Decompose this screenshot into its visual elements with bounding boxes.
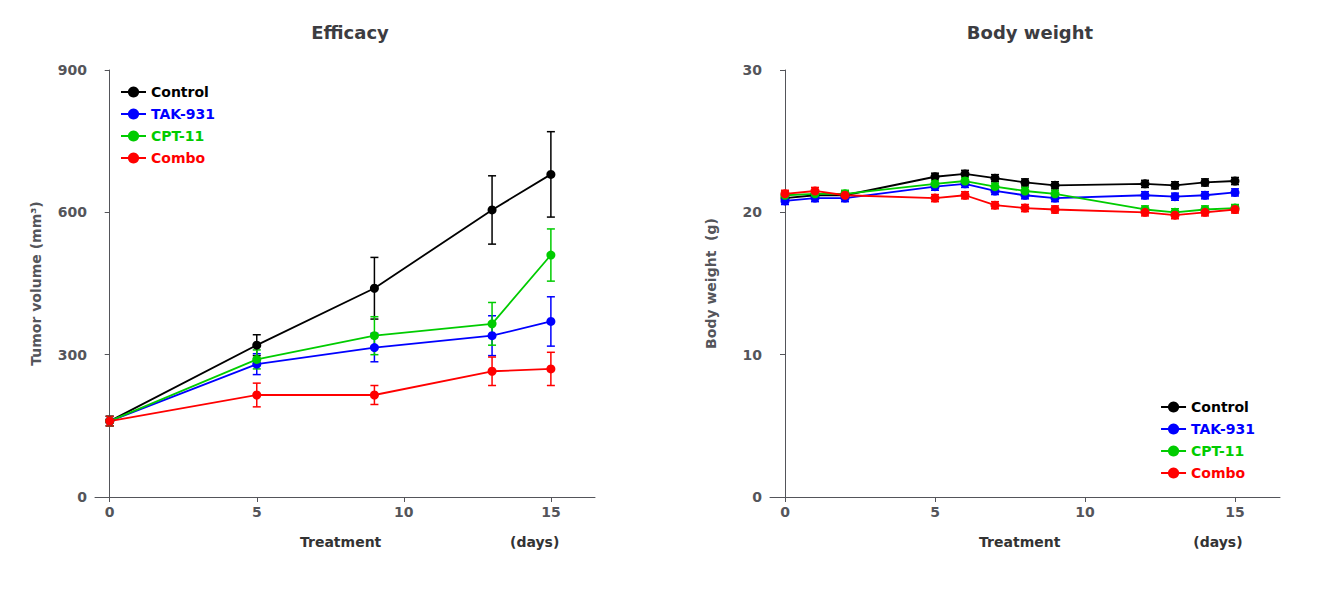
svg-text:Tumor volume (mm³): Tumor volume (mm³)	[28, 201, 44, 366]
svg-text:Control: Control	[151, 84, 209, 100]
svg-text:Combo: Combo	[1191, 465, 1246, 481]
svg-text:(days): (days)	[1193, 534, 1242, 550]
svg-text:15: 15	[541, 504, 560, 520]
svg-text:Body weight (g): Body weight (g)	[703, 218, 719, 349]
svg-text:0: 0	[780, 504, 790, 520]
svg-text:30: 30	[743, 62, 763, 78]
svg-text:15: 15	[1225, 504, 1244, 520]
svg-text:600: 600	[58, 204, 87, 220]
svg-text:900: 900	[58, 62, 87, 78]
svg-text:10: 10	[1075, 504, 1095, 520]
svg-text:10: 10	[743, 347, 763, 363]
svg-text:0: 0	[752, 489, 762, 505]
svg-text:Treatment: Treatment	[300, 534, 382, 550]
svg-text:0: 0	[105, 504, 115, 520]
svg-text:300: 300	[58, 347, 87, 363]
svg-text:10: 10	[394, 504, 414, 520]
svg-text:Efficacy: Efficacy	[311, 22, 389, 43]
svg-text:TAK-931: TAK-931	[151, 106, 215, 122]
svg-text:20: 20	[743, 204, 763, 220]
svg-text:0: 0	[77, 489, 87, 505]
svg-text:Treatment: Treatment	[979, 534, 1061, 550]
svg-text:5: 5	[252, 504, 262, 520]
svg-text:(days): (days)	[510, 534, 559, 550]
svg-text:Body weight: Body weight	[967, 22, 1094, 43]
svg-text:Combo: Combo	[151, 150, 206, 166]
svg-text:CPT-11: CPT-11	[1191, 443, 1244, 459]
svg-text:TAK-931: TAK-931	[1191, 421, 1255, 437]
svg-text:5: 5	[930, 504, 940, 520]
svg-text:CPT-11: CPT-11	[151, 128, 204, 144]
svg-text:Control: Control	[1191, 399, 1249, 415]
